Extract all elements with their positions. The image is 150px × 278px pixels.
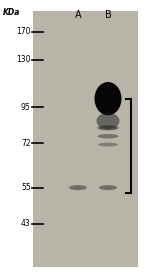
Text: 170: 170 [16, 28, 31, 36]
Ellipse shape [94, 82, 122, 115]
Text: 43: 43 [21, 219, 31, 228]
Ellipse shape [98, 134, 118, 138]
Text: KDa: KDa [3, 8, 20, 17]
Text: 72: 72 [21, 139, 31, 148]
FancyBboxPatch shape [33, 11, 138, 267]
Ellipse shape [98, 125, 118, 130]
Ellipse shape [99, 185, 117, 190]
Text: 130: 130 [16, 55, 31, 64]
Text: 95: 95 [21, 103, 31, 111]
Text: 55: 55 [21, 183, 31, 192]
Ellipse shape [69, 185, 87, 190]
Ellipse shape [98, 143, 118, 147]
Ellipse shape [97, 113, 120, 129]
Text: A: A [75, 10, 81, 20]
Text: B: B [105, 10, 111, 20]
